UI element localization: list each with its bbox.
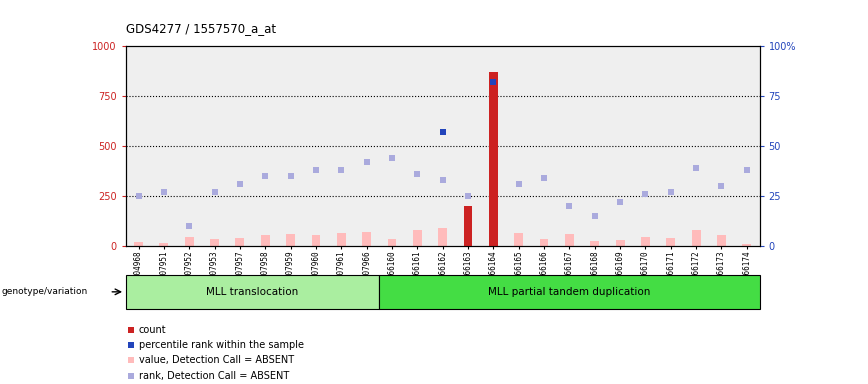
Bar — [734, 46, 760, 246]
Bar — [235, 238, 245, 246]
Bar — [709, 46, 734, 246]
Bar — [176, 46, 202, 246]
Bar — [456, 46, 481, 246]
Bar — [151, 46, 176, 246]
Bar — [717, 235, 726, 246]
Bar — [489, 72, 498, 246]
Bar — [464, 226, 472, 246]
Bar — [742, 244, 752, 246]
Bar — [253, 46, 278, 246]
Bar — [337, 233, 345, 246]
Text: genotype/variation: genotype/variation — [2, 287, 88, 296]
Bar — [379, 275, 760, 309]
Bar — [404, 46, 430, 246]
Text: rank, Detection Call = ABSENT: rank, Detection Call = ABSENT — [139, 371, 289, 381]
Bar — [126, 46, 151, 246]
Bar — [683, 46, 709, 246]
Bar — [506, 46, 531, 246]
Text: MLL partial tandem duplication: MLL partial tandem duplication — [488, 287, 651, 297]
Text: percentile rank within the sample: percentile rank within the sample — [139, 340, 304, 350]
Text: GDS4277 / 1557570_a_at: GDS4277 / 1557570_a_at — [126, 22, 276, 35]
Bar — [126, 275, 379, 309]
Bar — [615, 240, 625, 246]
Text: MLL translocation: MLL translocation — [207, 287, 299, 297]
Bar — [354, 46, 379, 246]
Bar — [590, 241, 599, 246]
Bar — [464, 206, 472, 246]
Bar — [658, 46, 683, 246]
Bar — [430, 46, 456, 246]
Bar — [556, 46, 582, 246]
Bar — [489, 229, 498, 246]
Bar — [582, 46, 608, 246]
Text: value, Detection Call = ABSENT: value, Detection Call = ABSENT — [139, 356, 294, 366]
Bar — [362, 232, 372, 246]
Bar — [210, 239, 219, 246]
Bar — [692, 230, 700, 246]
Bar — [481, 46, 506, 246]
Bar — [540, 239, 549, 246]
Text: count: count — [139, 325, 167, 335]
Bar — [633, 46, 658, 246]
Bar — [260, 235, 270, 246]
Bar — [667, 238, 675, 246]
Bar — [514, 233, 523, 246]
Bar — [379, 46, 404, 246]
Bar — [438, 228, 447, 246]
Bar — [202, 46, 227, 246]
Bar — [565, 234, 574, 246]
Bar — [286, 234, 295, 246]
Bar — [278, 46, 303, 246]
Bar — [185, 237, 194, 246]
Bar — [531, 46, 556, 246]
Bar — [641, 237, 650, 246]
Bar — [329, 46, 354, 246]
Bar — [413, 230, 422, 246]
Bar — [227, 46, 253, 246]
Bar — [134, 242, 143, 246]
Bar — [160, 243, 168, 246]
Bar — [387, 239, 397, 246]
Bar — [312, 235, 320, 246]
Bar — [608, 46, 633, 246]
Bar — [303, 46, 329, 246]
